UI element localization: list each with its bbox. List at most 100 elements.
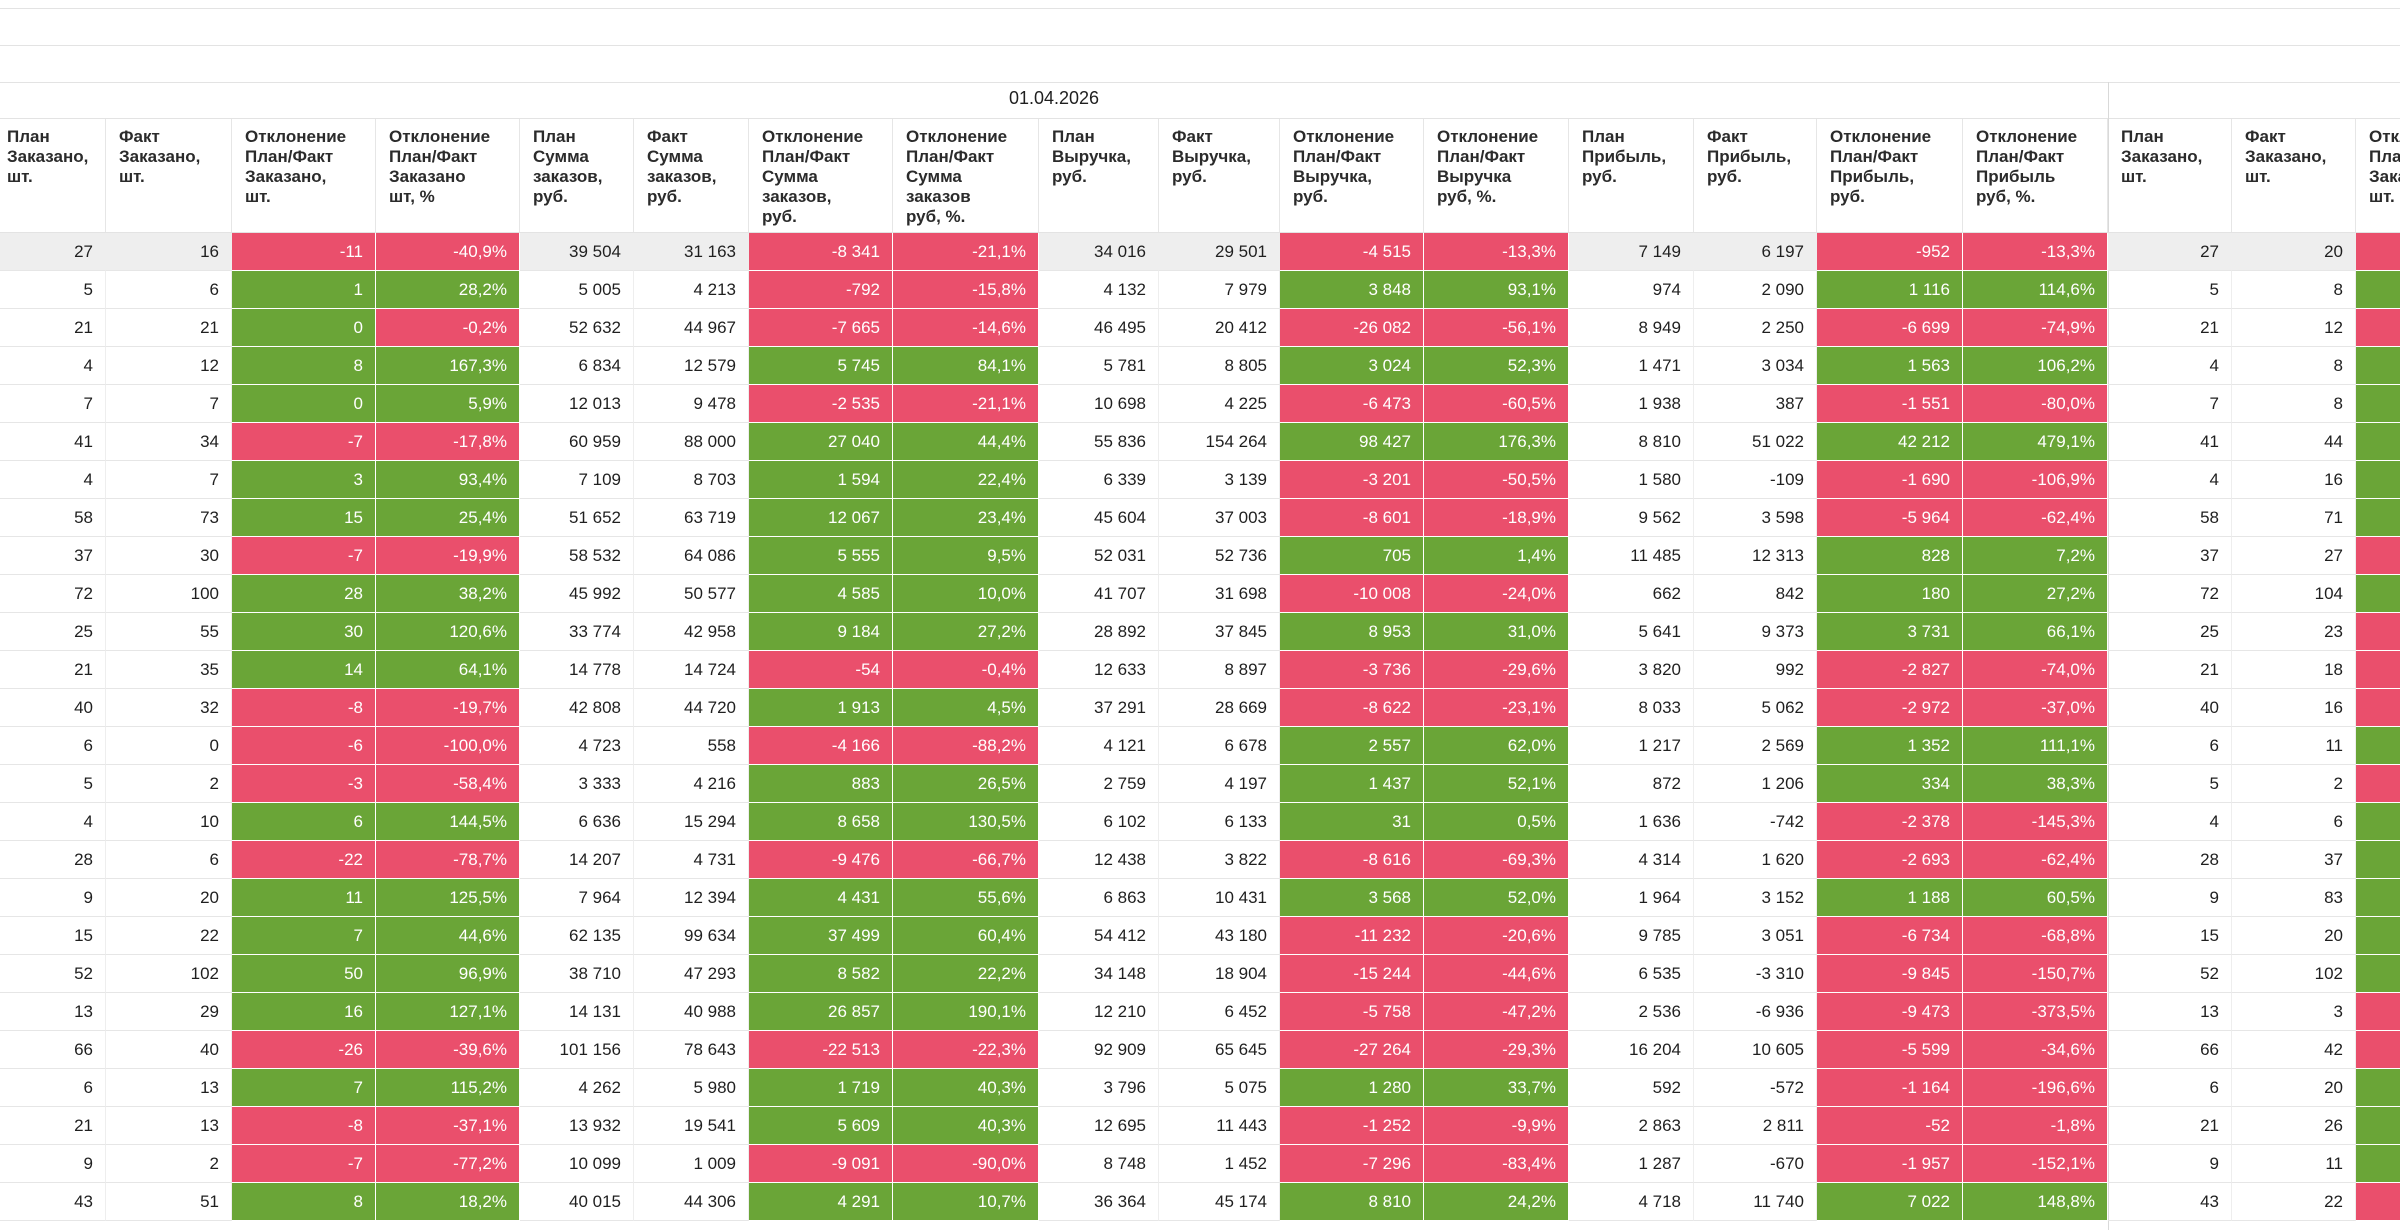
table-cell-dev_qty_pct: 125,5% xyxy=(376,879,520,917)
table-cell-dev_profit_pct: 38,3% xyxy=(1963,765,2108,803)
table-cell-fact_rev: 5 075 xyxy=(1159,1069,1280,1107)
table-cell-fact_profit: -572 xyxy=(1694,1069,1817,1107)
column-header-plan_sum[interactable]: План Сумма заказов, руб. xyxy=(520,119,634,232)
table-cell-plan_sum: 10 099 xyxy=(520,1145,634,1183)
table-cell-dev_rev_pct: 52,1% xyxy=(1424,765,1569,803)
table-cell-fact_sum: 47 293 xyxy=(634,955,749,993)
table-cell-fact_rev: 18 904 xyxy=(1159,955,1280,993)
table-cell-dev_profit: 180 xyxy=(1817,575,1963,613)
column-header-dev_profit[interactable]: Отклонение План/Факт Прибыль, руб. xyxy=(1817,119,1963,232)
table-cell-fact_profit: 9 373 xyxy=(1694,613,1817,651)
column-header-fact_sum[interactable]: Факт Сумма заказов, руб. xyxy=(634,119,749,232)
table-cell-plan_rev: 28 892 xyxy=(1039,613,1159,651)
table-cell-fact_rev: 3 822 xyxy=(1159,841,1280,879)
table-cell-plan_qty: 25 xyxy=(0,613,106,651)
table-cell-plan_qty: 15 xyxy=(2108,917,2232,955)
table-cell-dev_sum_pct: -21,1% xyxy=(893,385,1039,423)
table-cell-dev_rev: -6 473 xyxy=(1280,385,1424,423)
table-cell-plan_sum: 38 710 xyxy=(520,955,634,993)
table-cell-fact_qty: 37 xyxy=(2232,841,2356,879)
table-cell-fact_rev: 37 845 xyxy=(1159,613,1280,651)
table-cell-plan_qty: 58 xyxy=(2108,499,2232,537)
table-cell-dev_sum: 8 658 xyxy=(749,803,893,841)
table-cell-dev_rev: 1 437 xyxy=(1280,765,1424,803)
table-cell-fact_profit: 5 062 xyxy=(1694,689,1817,727)
table-cell-plan_rev: 41 707 xyxy=(1039,575,1159,613)
table-cell-plan_qty: 21 xyxy=(0,651,106,689)
table-cell-dev_qty: 7 xyxy=(232,917,376,955)
table-cell-dev_qty xyxy=(2356,803,2400,841)
table-cell-fact_qty: 18 xyxy=(2232,651,2356,689)
table-cell-fact_qty: 83 xyxy=(2232,879,2356,917)
date-group-header[interactable]: 01.04.2026 xyxy=(1008,88,1100,108)
table-cell-plan_sum: 33 774 xyxy=(520,613,634,651)
table-cell-dev_qty: -8 xyxy=(232,1107,376,1145)
table-cell-dev_sum: -22 513 xyxy=(749,1031,893,1069)
column-header-fact_rev[interactable]: Факт Выручка, руб. xyxy=(1159,119,1280,232)
column-header-dev_profit_pct[interactable]: Отклонение План/Факт Прибыль руб, %. xyxy=(1963,119,2108,232)
table-cell-dev_rev_pct: -50,5% xyxy=(1424,461,1569,499)
table-cell-fact_qty: 2 xyxy=(106,765,232,803)
table-cell-dev_profit: 1 563 xyxy=(1817,347,1963,385)
table-cell-dev_qty xyxy=(2356,233,2400,271)
table-cell-plan_sum: 12 013 xyxy=(520,385,634,423)
column-header-plan_qty[interactable]: План Заказано, шт. xyxy=(0,119,106,232)
table-cell-fact_qty: 8 xyxy=(2232,385,2356,423)
table-cell-plan_rev: 46 495 xyxy=(1039,309,1159,347)
table-cell-plan_sum: 14 131 xyxy=(520,993,634,1031)
column-header-dev_sum_pct[interactable]: Отклонение План/Факт Сумма заказов руб, … xyxy=(893,119,1039,232)
table-cell-dev_profit_pct: 111,1% xyxy=(1963,727,2108,765)
column-header-dev_qty[interactable]: Отклонение План/Факт Заказано, шт. xyxy=(232,119,376,232)
table-cell-dev_sum: -7 665 xyxy=(749,309,893,347)
column-header-fact_profit[interactable]: Факт Прибыль, руб. xyxy=(1694,119,1817,232)
table-cell-fact_profit: 1 206 xyxy=(1694,765,1817,803)
table-cell-dev_sum_pct: 190,1% xyxy=(893,993,1039,1031)
table-cell-fact_qty: 104 xyxy=(2232,575,2356,613)
column-header-dev_rev[interactable]: Отклонение План/Факт Выручка, руб. xyxy=(1280,119,1424,232)
table-cell-plan_sum: 45 992 xyxy=(520,575,634,613)
table-cell-fact_qty: 16 xyxy=(106,233,232,271)
table-cell-dev_qty: -8 xyxy=(232,689,376,727)
table-cell-dev_rev: 8 953 xyxy=(1280,613,1424,651)
column-header-dev_qty_pct[interactable]: Отклонение План/Факт Заказано шт, % xyxy=(376,119,520,232)
table-cell-dev_qty: -3 xyxy=(232,765,376,803)
table-cell-plan_profit: 1 938 xyxy=(1569,385,1694,423)
table-cell-dev_qty_pct: 25,4% xyxy=(376,499,520,537)
table-cell-dev_qty_pct: -58,4% xyxy=(376,765,520,803)
table-cell-dev_qty xyxy=(2356,271,2400,309)
table-cell-plan_qty: 5 xyxy=(0,271,106,309)
column-header-plan_rev[interactable]: План Выручка, руб. xyxy=(1039,119,1159,232)
table-cell-dev_profit: 828 xyxy=(1817,537,1963,575)
column-header-fact_qty[interactable]: Факт Заказано, шт. xyxy=(106,119,232,232)
table-cell-dev_rev_pct: 52,3% xyxy=(1424,347,1569,385)
table-cell-plan_profit: 1 287 xyxy=(1569,1145,1694,1183)
table-cell-dev_profit_pct: -62,4% xyxy=(1963,499,2108,537)
table-cell-dev_sum: 37 499 xyxy=(749,917,893,955)
column-header-fact_qty[interactable]: Факт Заказано, шт. xyxy=(2232,119,2356,232)
table-cell-plan_sum: 40 015 xyxy=(520,1183,634,1221)
table-cell-dev_qty: -26 xyxy=(232,1031,376,1069)
table-cell-plan_qty: 9 xyxy=(0,1145,106,1183)
table-cell-dev_rev: -27 264 xyxy=(1280,1031,1424,1069)
table-cell-plan_qty: 66 xyxy=(2108,1031,2232,1069)
table-cell-fact_qty: 6 xyxy=(106,271,232,309)
column-header-plan_profit[interactable]: План Прибыль, руб. xyxy=(1569,119,1694,232)
column-header-plan_qty[interactable]: План Заказано, шт. xyxy=(2108,119,2232,232)
table-cell-fact_qty: 71 xyxy=(2232,499,2356,537)
table-cell-plan_profit: 4 314 xyxy=(1569,841,1694,879)
table-cell-dev_qty: -22 xyxy=(232,841,376,879)
table-cell-plan_qty: 37 xyxy=(0,537,106,575)
table-cell-fact_profit: 2 090 xyxy=(1694,271,1817,309)
column-header-dev_qty[interactable]: Откл Пла Зака шт. xyxy=(2356,119,2400,232)
column-header-dev_rev_pct[interactable]: Отклонение План/Факт Выручка руб, %. xyxy=(1424,119,1569,232)
table-cell-fact_rev: 10 431 xyxy=(1159,879,1280,917)
table-cell-dev_sum_pct: -90,0% xyxy=(893,1145,1039,1183)
table-cell-dev_rev_pct: 33,7% xyxy=(1424,1069,1569,1107)
table-cell-dev_rev: -4 515 xyxy=(1280,233,1424,271)
table-cell-dev_rev_pct: 1,4% xyxy=(1424,537,1569,575)
table-cell-dev_profit: -2 693 xyxy=(1817,841,1963,879)
table-cell-dev_rev_pct: -29,6% xyxy=(1424,651,1569,689)
column-header-dev_sum[interactable]: Отклонение План/Факт Сумма заказов, руб. xyxy=(749,119,893,232)
table-cell-plan_sum: 101 156 xyxy=(520,1031,634,1069)
table-cell-fact_sum: 4 216 xyxy=(634,765,749,803)
